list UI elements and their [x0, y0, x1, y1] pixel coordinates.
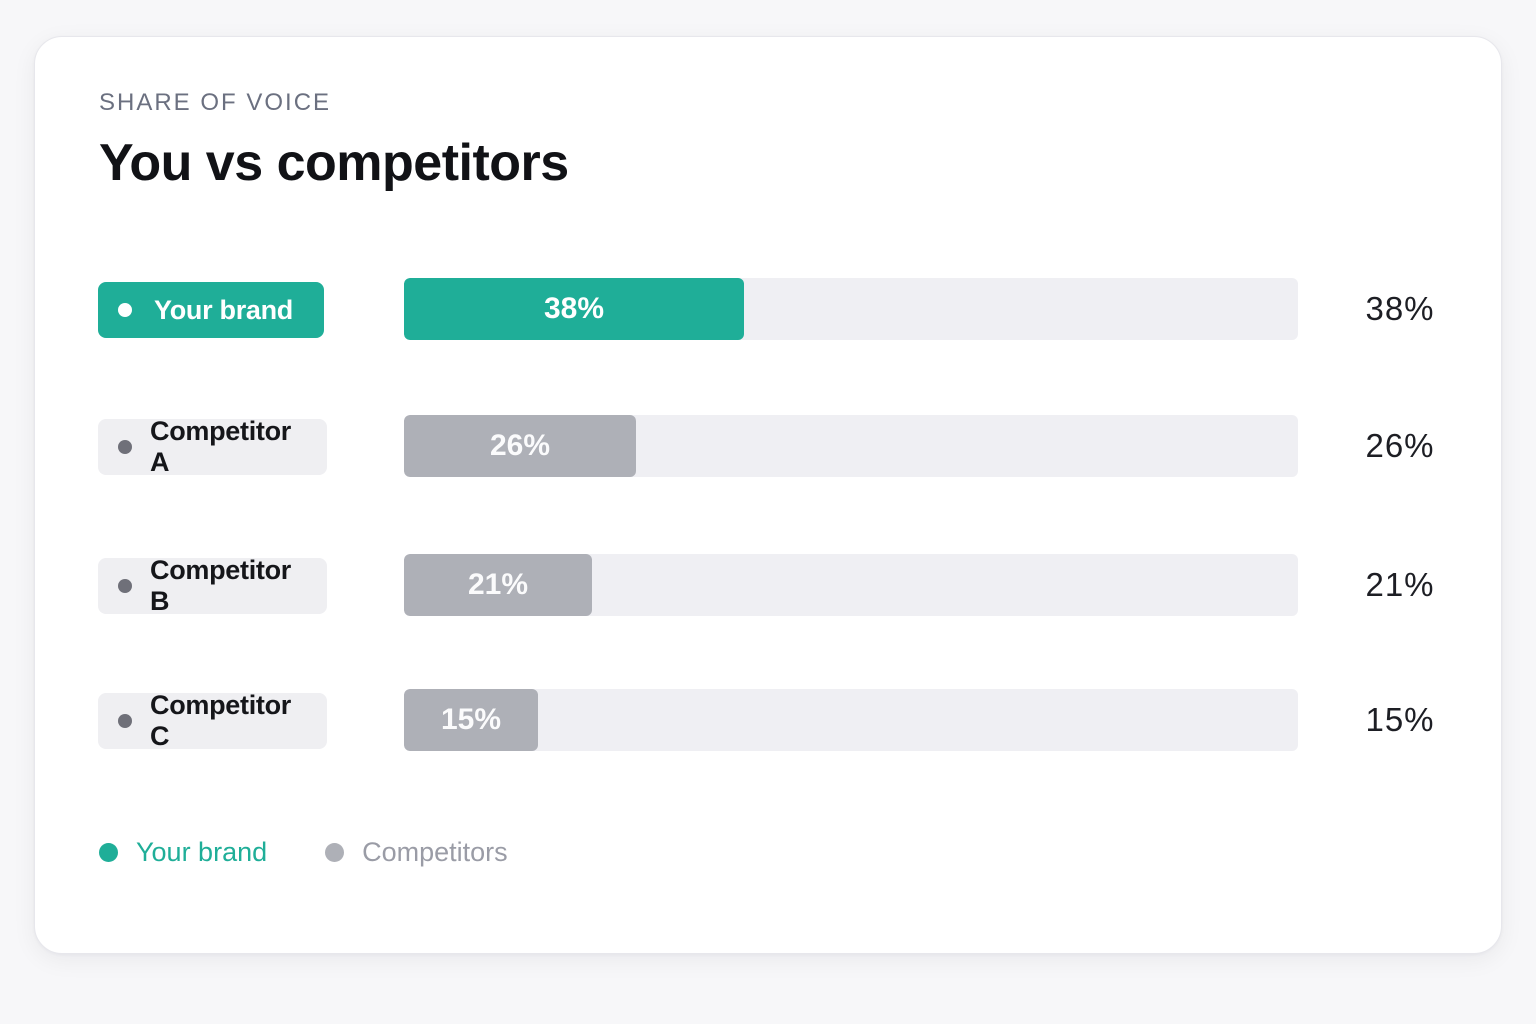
legend-item-competitors: Competitors [325, 837, 508, 868]
bar-competitor-b: 21% [404, 554, 592, 616]
bar-row-competitor-b: Competitor B 21% 21% [35, 554, 1501, 616]
category-label: Competitor C [150, 690, 291, 751]
card-eyebrow: SHARE OF VOICE [99, 89, 332, 116]
bar-competitor-c: 15% [404, 689, 538, 751]
legend-label-your-brand: Your brand [136, 837, 268, 867]
value-label-competitor-a: 26% [1365, 427, 1435, 464]
bar-data-label: 38% [543, 292, 605, 325]
share-of-voice-card: SHARE OF VOICE You vs competitors Your b… [34, 36, 1502, 954]
category-chip-competitor-c: Competitor C [98, 690, 327, 751]
bar-data-label: 15% [440, 703, 502, 736]
bar-track: 26% [404, 415, 1298, 477]
chart-legend: Your brand Competitors [99, 837, 566, 868]
dot-icon [118, 303, 132, 317]
bar-row-competitor-a: Competitor A 26% 26% [35, 415, 1501, 477]
bar-track: 21% [404, 554, 1298, 616]
bar-row-your-brand: Your brand 38% 38% [35, 278, 1501, 340]
bar-data-label: 21% [467, 568, 529, 601]
legend-dot-competitor-icon [325, 843, 345, 862]
bar-track: 38% [404, 278, 1298, 340]
bar-your-brand: 38% [404, 278, 744, 340]
dot-icon [118, 714, 132, 728]
category-chip-competitor-a: Competitor A [98, 416, 327, 477]
category-label: Competitor B [150, 555, 291, 616]
value-label-competitor-c: 15% [1365, 701, 1435, 738]
category-label: Your brand [154, 294, 294, 325]
value-label-competitor-b: 21% [1365, 566, 1435, 603]
category-chip-competitor-b: Competitor B [98, 555, 327, 616]
bar-data-label: 26% [489, 429, 551, 462]
dot-icon [118, 440, 132, 454]
dot-icon [118, 579, 132, 593]
bar-row-competitor-c: Competitor C 15% 15% [35, 689, 1501, 751]
category-chip-your-brand: Your brand [98, 282, 324, 338]
legend-dot-brand-icon [99, 843, 118, 862]
value-label-your-brand: 38% [1365, 290, 1435, 327]
legend-label-competitors: Competitors [362, 837, 508, 867]
bar-competitor-a: 26% [404, 415, 636, 477]
category-label: Competitor A [150, 416, 291, 477]
legend-item-your-brand: Your brand [99, 837, 267, 868]
bar-track: 15% [404, 689, 1298, 751]
card-title: You vs competitors [99, 134, 569, 192]
